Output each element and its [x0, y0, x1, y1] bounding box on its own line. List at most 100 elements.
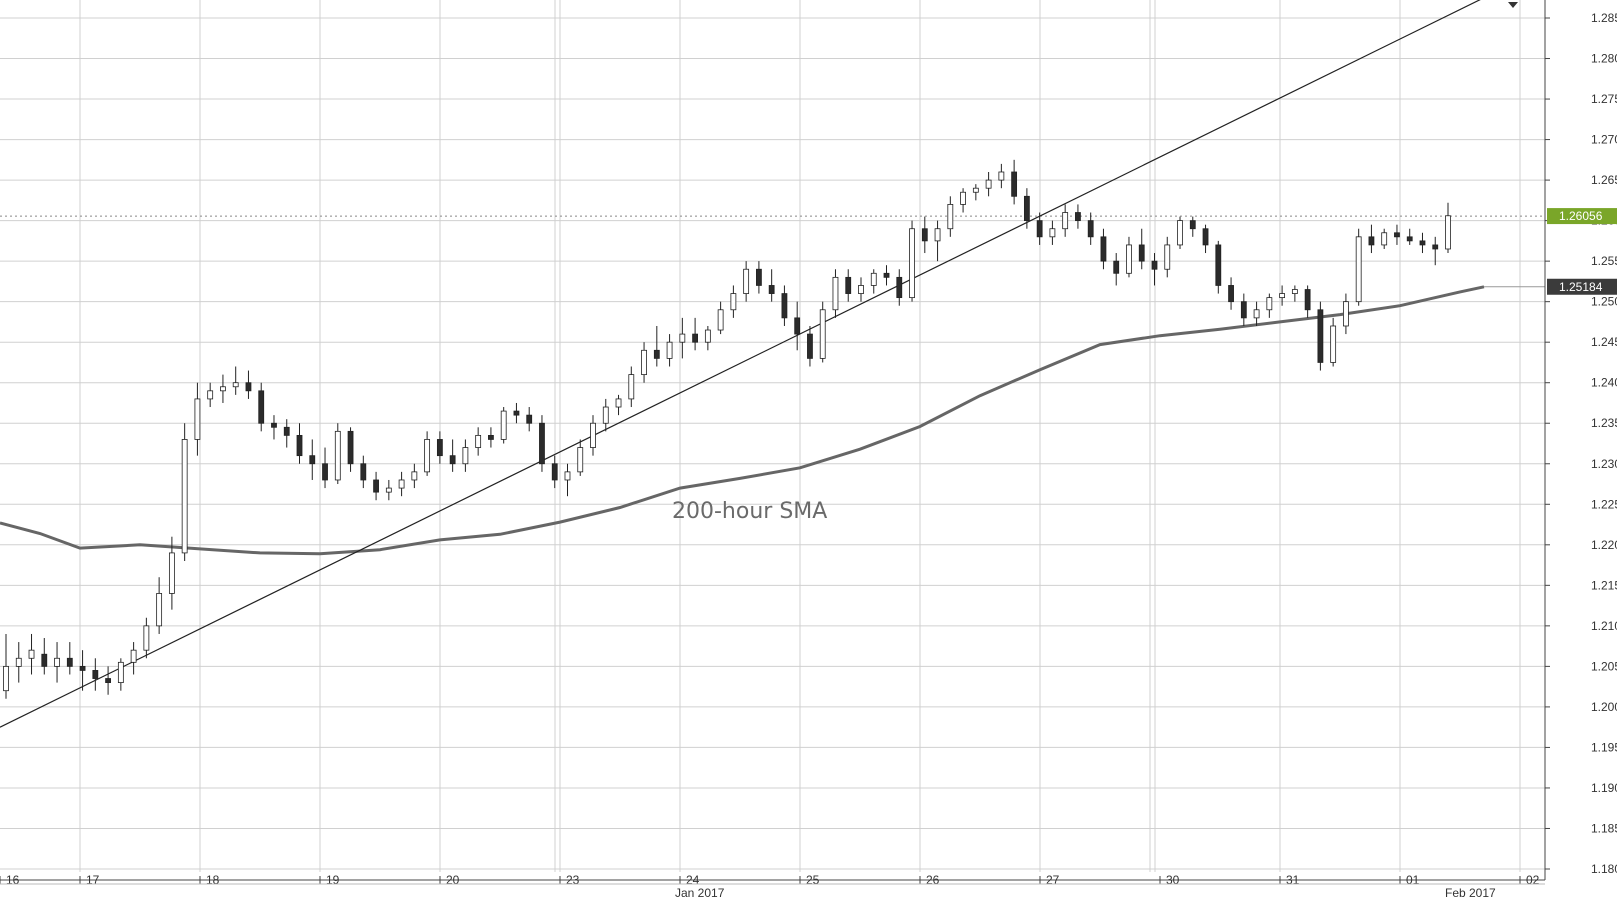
y-tick-label: 1.1950 [1591, 740, 1617, 754]
x-day-label: 01 [1406, 873, 1420, 887]
candle [3, 633, 9, 699]
candle-body [436, 439, 443, 457]
candle [1087, 212, 1094, 245]
candle-body [92, 670, 99, 679]
x-day-label: 02 [1526, 873, 1540, 887]
candle [526, 407, 533, 432]
last-price-badge: 1.26056 [1547, 208, 1617, 225]
y-tick-label: 1.2350 [1591, 416, 1617, 430]
candle [1394, 224, 1400, 245]
y-tick-label: 1.2750 [1591, 92, 1617, 106]
last-price-badge-bg [1547, 208, 1617, 225]
candle-body [15, 657, 22, 667]
y-tick-label: 1.2400 [1591, 376, 1617, 390]
candle-body [615, 398, 622, 408]
candle-body [207, 390, 214, 400]
candle [985, 171, 992, 197]
candle-body [322, 463, 328, 481]
candle [1304, 285, 1311, 318]
candle-body [54, 657, 60, 667]
sma-price-badge-bg [1547, 278, 1617, 295]
y-tick-label: 1.2150 [1591, 578, 1617, 592]
candle [143, 617, 150, 659]
candle-body [832, 276, 839, 311]
x-day-label: 24 [686, 873, 700, 887]
candle [590, 415, 596, 456]
candle-body [1100, 236, 1107, 262]
candle-body [1126, 244, 1132, 274]
candle [960, 188, 966, 213]
candle-body [756, 268, 762, 286]
candle-body [1419, 240, 1426, 246]
candle [717, 301, 724, 335]
candle [194, 382, 201, 456]
candle [411, 463, 418, 489]
x-day-label: 25 [806, 873, 820, 887]
candle [1126, 236, 1132, 278]
candle [1266, 293, 1273, 318]
candle [641, 342, 647, 383]
candle-body [1189, 220, 1196, 230]
candle-body [807, 333, 813, 359]
candle [998, 163, 1005, 189]
candle-body [960, 191, 966, 205]
candle-body [1394, 232, 1400, 238]
sma-price-badge: 1.25184 [1547, 278, 1617, 295]
candle-body [526, 414, 533, 424]
candle-body [730, 293, 737, 311]
candle [1036, 212, 1043, 245]
candle [1113, 253, 1120, 286]
candle-body [194, 398, 201, 440]
candle [168, 536, 175, 610]
candle-body [105, 678, 111, 683]
candle-body [679, 333, 686, 343]
candle-body [156, 593, 163, 627]
y-tick-label: 1.2800 [1591, 52, 1617, 66]
candle-body [1355, 236, 1362, 303]
candle [1164, 236, 1171, 278]
candle-body [653, 349, 660, 359]
candle [730, 285, 737, 318]
candle-body [79, 665, 86, 671]
candle-body [1062, 212, 1069, 230]
candle [66, 642, 73, 675]
candle [15, 642, 22, 683]
candle [1177, 216, 1183, 249]
candle-body [168, 552, 175, 594]
candle [79, 650, 86, 691]
y-tick-label: 1.2550 [1591, 254, 1617, 268]
y-tick-label: 1.1900 [1591, 781, 1617, 795]
x-day-label: 20 [446, 873, 460, 887]
candle [577, 439, 584, 476]
y-tick-label: 1.2500 [1591, 295, 1617, 309]
candle [1240, 293, 1247, 326]
candle [679, 317, 686, 359]
candle-body [921, 228, 928, 242]
candle [551, 455, 558, 489]
candle-body [1291, 289, 1298, 294]
candle [1138, 228, 1145, 270]
y-tick-label: 1.2700 [1591, 133, 1617, 147]
candle-body [1036, 220, 1043, 238]
candle-body [449, 455, 456, 465]
candle [334, 423, 341, 485]
x-day-label: 19 [326, 873, 340, 887]
x-day-label: 16 [6, 873, 20, 887]
candle-body [130, 649, 137, 663]
candle-body [1330, 325, 1337, 363]
candle [653, 325, 660, 367]
candle [807, 325, 813, 367]
candle [1432, 236, 1439, 266]
candle [1049, 220, 1056, 245]
candle [845, 269, 852, 302]
candle [283, 419, 290, 448]
candle-body [1228, 285, 1234, 303]
candle-body [1432, 244, 1439, 250]
candle [1151, 253, 1158, 286]
candle [1023, 188, 1030, 229]
candle-body [768, 285, 775, 294]
candle [743, 261, 750, 302]
trendline [0, 0, 1481, 728]
candle-body [220, 386, 226, 392]
